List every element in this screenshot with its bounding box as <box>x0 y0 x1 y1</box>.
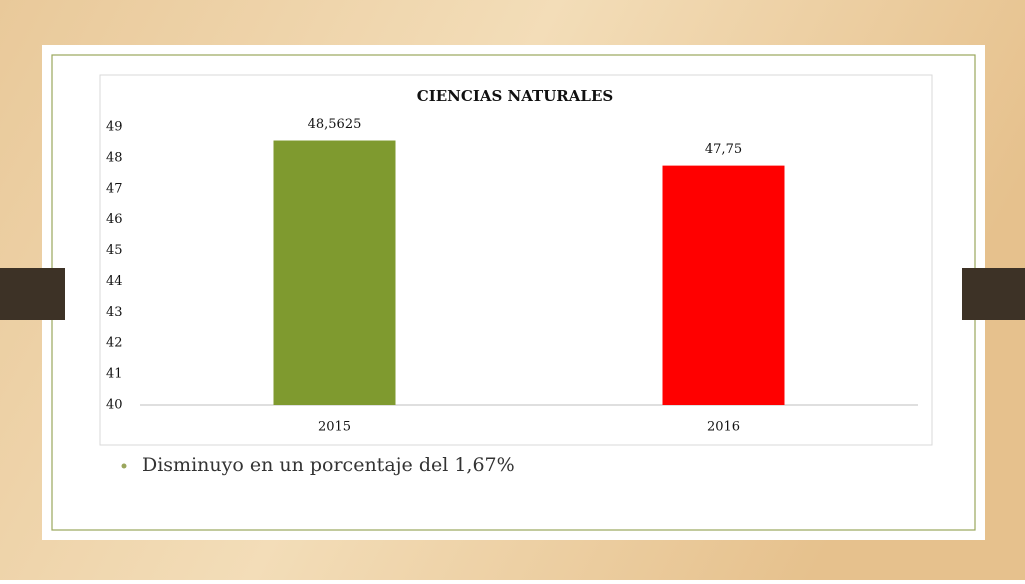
right-tab <box>962 268 1025 320</box>
x-tick-label: 2015 <box>318 420 351 435</box>
bullet-text: Disminuyo en un porcentaje del 1,67% <box>142 454 515 476</box>
chart-area <box>99 74 933 446</box>
y-tick-label: 41 <box>106 367 123 382</box>
y-tick-label: 47 <box>106 181 123 196</box>
x-tick-label: 2016 <box>707 420 740 435</box>
y-tick-label: 48 <box>106 150 123 165</box>
y-tick-label: 42 <box>106 336 123 351</box>
chart-title: CIENCIAS NATURALES <box>417 87 613 105</box>
data-label: 47,75 <box>705 142 742 157</box>
left-tab <box>0 268 65 320</box>
bar <box>273 140 396 405</box>
y-tick-label: 45 <box>106 243 123 258</box>
y-tick-label: 49 <box>106 120 123 135</box>
y-tick-label: 40 <box>106 398 123 413</box>
y-tick-label: 44 <box>106 274 123 289</box>
y-tick-label: 46 <box>106 212 123 227</box>
bullet-dot <box>121 463 127 469</box>
data-label: 48,5625 <box>308 117 362 132</box>
bar <box>662 165 785 405</box>
y-tick-label: 43 <box>106 305 123 320</box>
